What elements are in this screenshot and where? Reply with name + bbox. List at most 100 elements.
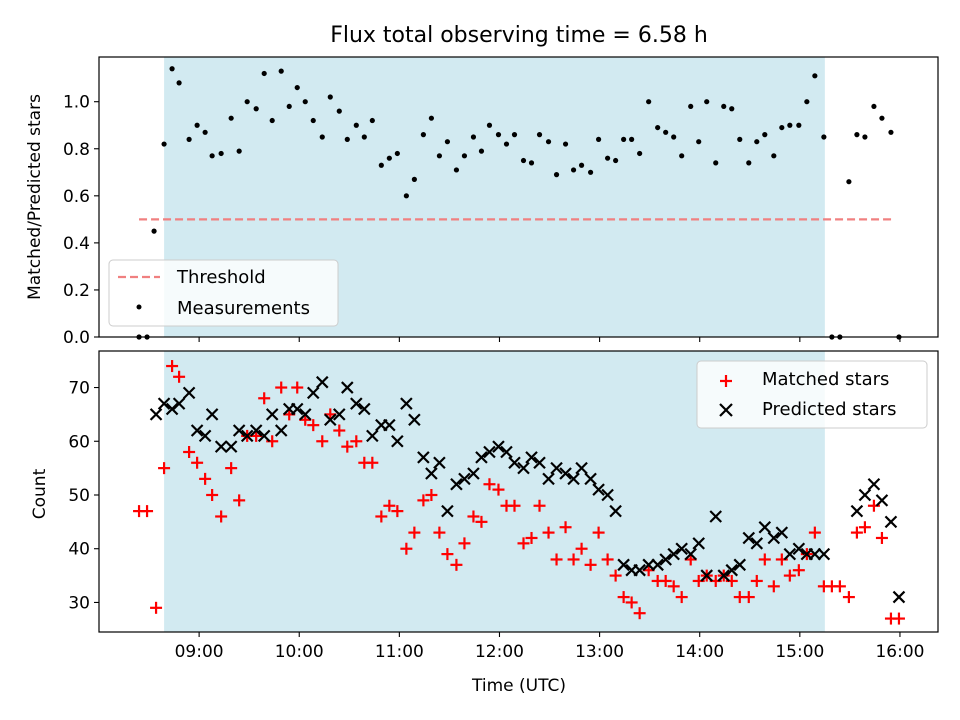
matched-star-point	[441, 548, 454, 561]
y-tick-label: 0.6	[63, 187, 90, 207]
y-tick-label: 0.2	[63, 281, 90, 301]
matched-star-point	[341, 440, 354, 453]
measurement-point	[536, 132, 543, 138]
matched-star-point	[417, 494, 430, 507]
matched-star-point	[375, 510, 388, 523]
matched-star-point	[483, 478, 496, 491]
matched-star-point	[792, 564, 805, 577]
predicted-star-point	[651, 558, 664, 572]
predicted-star-point	[214, 440, 228, 453]
matched-star-point	[141, 505, 154, 518]
matched-star-point	[867, 499, 880, 512]
matched-star-point	[166, 360, 179, 373]
predicted-star-point	[450, 477, 463, 491]
measurement-point	[570, 167, 577, 173]
matched-star-point	[808, 526, 821, 539]
matched-star-point	[225, 462, 238, 475]
measurement-point	[470, 134, 477, 140]
x-tick-label: 16:00	[875, 642, 924, 662]
predicted-star-point	[758, 520, 772, 534]
matched-star-point	[850, 526, 863, 539]
predicted-star-point	[341, 381, 354, 394]
measurement-point	[871, 103, 877, 110]
measurement-point	[804, 99, 810, 105]
predicted-star-point	[592, 483, 605, 496]
measurement-point	[436, 153, 443, 159]
predicted-star-point	[642, 558, 655, 572]
matched-star-point	[517, 537, 530, 550]
predicted-star-point	[684, 547, 697, 561]
predicted-star-point	[366, 429, 379, 443]
measurement-point	[336, 108, 342, 114]
measurement-point	[286, 103, 292, 110]
predicted-star-point	[850, 504, 864, 518]
measurement-point	[704, 99, 710, 105]
predicted-star-point	[884, 515, 898, 529]
predicted-star-point	[633, 563, 646, 577]
measurement-point	[495, 132, 502, 138]
measurement-point	[613, 157, 619, 164]
matched-star-point	[307, 419, 320, 432]
measurement-point	[302, 99, 308, 105]
predicted-star-point	[198, 429, 212, 443]
measurement-point	[671, 134, 677, 140]
predicted-star-point	[433, 456, 446, 470]
measurement-point	[696, 139, 702, 145]
measurement-point	[771, 153, 777, 159]
measurement-point	[679, 153, 685, 159]
measurement-point	[796, 122, 802, 128]
predicted-star-point	[717, 569, 731, 582]
predicted-star-point	[400, 397, 413, 410]
measurement-point	[595, 136, 602, 142]
predicted-star-point	[290, 402, 304, 416]
matched-star-point	[783, 569, 796, 582]
measurement-point	[821, 134, 827, 140]
measurement-point	[545, 139, 552, 145]
top-panel-y-label: Matched/Predicted stars	[25, 94, 45, 300]
measurement-point	[428, 115, 434, 121]
measurement-point	[888, 129, 894, 135]
measurement-point	[403, 193, 409, 199]
matched-star-point	[391, 505, 404, 518]
measurement-point	[361, 134, 367, 140]
measurement-point	[629, 136, 635, 142]
predicted-star-point	[417, 451, 430, 464]
measurement-point	[737, 136, 743, 142]
matched-star-point	[833, 580, 846, 593]
matched-star-point	[199, 472, 212, 485]
matched-star-point	[633, 607, 646, 620]
matched-star-point	[408, 526, 421, 539]
bottom-panel-y-axis: 30 40 50 60 70	[68, 379, 99, 613]
matched-star-point	[173, 370, 186, 383]
matched-star-point	[400, 542, 413, 555]
predicted-star-point	[550, 461, 563, 475]
y-tick-label: 60	[68, 432, 90, 452]
predicted-star-point	[333, 408, 346, 421]
predicted-star-point	[750, 537, 764, 550]
measurement-point	[528, 160, 535, 166]
matched-star-point	[333, 424, 346, 437]
legend-predicted-label: Predicted stars	[762, 399, 896, 420]
top-panel-y-axis: 0.0 0.2 0.4 0.6 0.8 1.0	[63, 93, 99, 348]
predicted-star-point	[149, 408, 163, 421]
measurement-point	[186, 136, 192, 142]
matched-star-point	[215, 510, 228, 523]
predicted-star-point	[742, 531, 756, 545]
bottom-panel-frame	[98, 350, 939, 633]
predicted-star-point	[492, 440, 505, 453]
predicted-star-point	[358, 402, 371, 416]
matched-star-point	[601, 553, 614, 566]
predicted-star-point	[224, 440, 238, 453]
matched-star-point	[475, 515, 488, 528]
matched-star-point	[617, 591, 630, 604]
matched-star-point	[667, 580, 680, 593]
measurement-point	[646, 99, 652, 105]
matched-star-point	[183, 446, 196, 459]
predicted-star-point	[467, 467, 480, 480]
x-axis-label: Time (UTC)	[471, 676, 566, 696]
predicted-star-point	[190, 424, 204, 437]
measurement-point	[605, 155, 611, 161]
measurement-point	[386, 155, 392, 161]
measurement-point	[244, 99, 250, 105]
legend-matched-label: Matched stars	[762, 369, 889, 390]
